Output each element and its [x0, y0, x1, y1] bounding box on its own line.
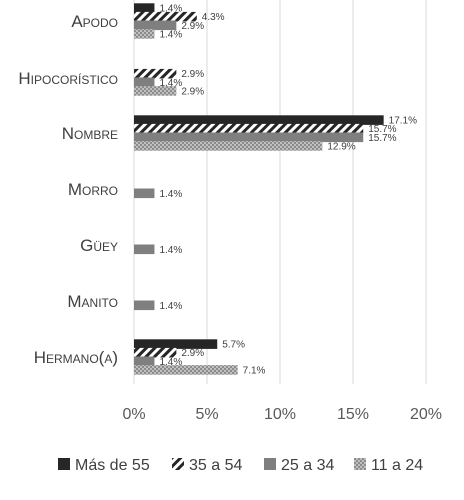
data-label: 12.9% — [327, 141, 355, 152]
data-label: 2.9% — [181, 86, 204, 97]
legend-swatch — [264, 458, 276, 470]
bar — [134, 20, 177, 31]
data-label: 17.1% — [389, 116, 417, 127]
bar — [134, 3, 155, 13]
bar — [134, 347, 177, 358]
bar — [134, 365, 238, 375]
category-label: Nombre — [62, 124, 118, 143]
legend-label: 11 a 24 — [371, 457, 423, 474]
data-label: 2.9% — [181, 69, 204, 80]
bar — [134, 86, 177, 96]
legend-label: Más de 55 — [75, 457, 150, 474]
bar — [134, 339, 218, 349]
legend-label: 35 a 54 — [189, 457, 242, 474]
data-label: 1.4% — [159, 189, 182, 200]
bar — [134, 141, 323, 151]
data-label: 4.3% — [202, 12, 225, 23]
x-tick-label: 5% — [195, 406, 218, 423]
bar — [134, 115, 384, 125]
category-label: Manito — [67, 292, 118, 311]
legend-swatch — [172, 458, 184, 470]
bar — [134, 11, 197, 22]
bar — [134, 244, 155, 255]
data-label: 1.4% — [159, 29, 182, 40]
bar — [134, 300, 155, 311]
data-label: 2.9% — [181, 348, 204, 359]
x-tick-label: 0% — [122, 406, 145, 423]
category-labels: Apodo Hipocorístico Nombre Morro Güey Manito H… — [18, 12, 118, 367]
bar — [134, 123, 364, 134]
gridlines — [133, 0, 427, 384]
data-label: 15.7% — [368, 124, 396, 135]
x-tick-label: 10% — [264, 406, 296, 423]
data-label: 1.4% — [159, 357, 182, 368]
x-tick-label: 15% — [337, 406, 369, 423]
x-tick-label: 20% — [410, 406, 442, 423]
data-labels: 1.4%4.3%2.9%1.4%2.9%1.4%2.9%17.1%15.7%15… — [159, 4, 417, 377]
bar — [134, 188, 155, 199]
data-label: 2.9% — [181, 21, 204, 32]
bar — [134, 356, 155, 367]
data-label: 1.4% — [159, 301, 182, 312]
legend-label: 25 a 34 — [281, 457, 334, 474]
category-label: Apodo — [71, 12, 118, 31]
x-axis-tick-labels: 0% 5% 10% 15% 20% — [122, 406, 442, 423]
category-label: Morro — [68, 180, 118, 199]
bar — [134, 132, 364, 143]
legend-swatch — [354, 458, 366, 470]
data-label: 7.1% — [243, 365, 266, 376]
data-label: 15.7% — [368, 133, 396, 144]
category-label: Hermano(a) — [34, 348, 118, 367]
bar — [134, 68, 177, 79]
data-label: 1.4% — [159, 245, 182, 256]
bars — [134, 3, 384, 375]
bar — [134, 77, 155, 88]
data-label: 1.4% — [159, 4, 182, 15]
category-label: Güey — [80, 236, 118, 255]
data-label: 1.4% — [159, 78, 182, 89]
category-label: Hipocorístico — [18, 69, 118, 88]
legend: Más de 55 35 a 54 25 a 34 11 a 24 — [58, 457, 423, 474]
bar — [134, 29, 155, 39]
legend-swatch — [58, 458, 70, 470]
data-label: 5.7% — [222, 340, 245, 351]
